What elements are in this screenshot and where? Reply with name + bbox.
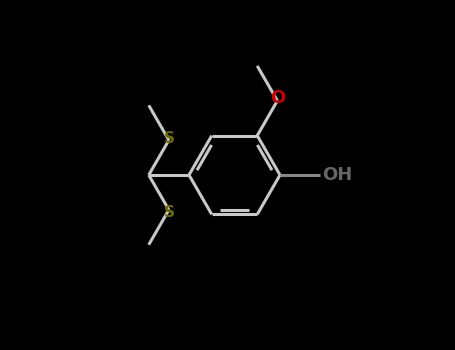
Text: OH: OH: [322, 166, 352, 184]
Text: S: S: [164, 205, 175, 220]
Text: O: O: [270, 89, 285, 107]
Text: S: S: [164, 131, 175, 146]
